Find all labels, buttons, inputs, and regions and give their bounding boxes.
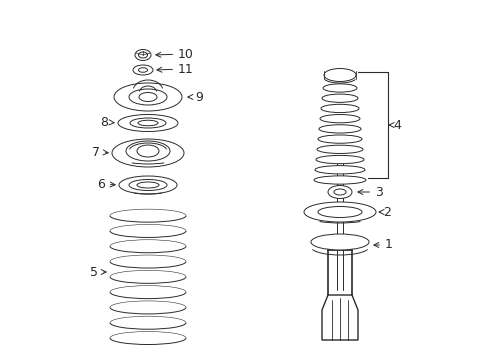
- Text: 3: 3: [357, 185, 382, 198]
- Ellipse shape: [129, 89, 167, 105]
- Text: 7: 7: [92, 145, 108, 158]
- Ellipse shape: [139, 93, 157, 102]
- Ellipse shape: [333, 189, 346, 195]
- Ellipse shape: [133, 65, 153, 75]
- Polygon shape: [321, 295, 357, 340]
- Ellipse shape: [119, 176, 177, 194]
- Text: 9: 9: [187, 90, 203, 104]
- Text: 6: 6: [97, 177, 115, 190]
- Ellipse shape: [313, 176, 365, 184]
- Ellipse shape: [320, 104, 358, 113]
- Ellipse shape: [317, 207, 361, 217]
- Ellipse shape: [318, 125, 360, 133]
- Ellipse shape: [314, 166, 364, 174]
- Ellipse shape: [130, 118, 165, 128]
- Ellipse shape: [138, 68, 147, 72]
- Ellipse shape: [304, 202, 375, 222]
- Ellipse shape: [319, 114, 359, 123]
- Text: 5: 5: [90, 266, 106, 279]
- Ellipse shape: [138, 52, 147, 58]
- Ellipse shape: [114, 83, 182, 111]
- Ellipse shape: [323, 84, 356, 92]
- Ellipse shape: [321, 94, 357, 102]
- Text: 2: 2: [378, 206, 390, 219]
- Ellipse shape: [316, 145, 362, 153]
- Ellipse shape: [138, 120, 158, 126]
- Ellipse shape: [112, 139, 183, 167]
- Ellipse shape: [129, 180, 167, 190]
- Text: 4: 4: [388, 118, 400, 131]
- Ellipse shape: [315, 156, 363, 164]
- Text: 10: 10: [156, 48, 193, 60]
- Ellipse shape: [118, 114, 178, 131]
- Ellipse shape: [317, 135, 361, 143]
- Ellipse shape: [324, 68, 355, 81]
- Ellipse shape: [137, 145, 159, 157]
- Text: 11: 11: [157, 63, 193, 76]
- Ellipse shape: [327, 185, 351, 198]
- Text: 8: 8: [100, 116, 114, 129]
- Ellipse shape: [126, 141, 170, 161]
- Text: 1: 1: [373, 239, 392, 252]
- Ellipse shape: [137, 182, 159, 188]
- Ellipse shape: [135, 49, 151, 60]
- Ellipse shape: [310, 234, 368, 250]
